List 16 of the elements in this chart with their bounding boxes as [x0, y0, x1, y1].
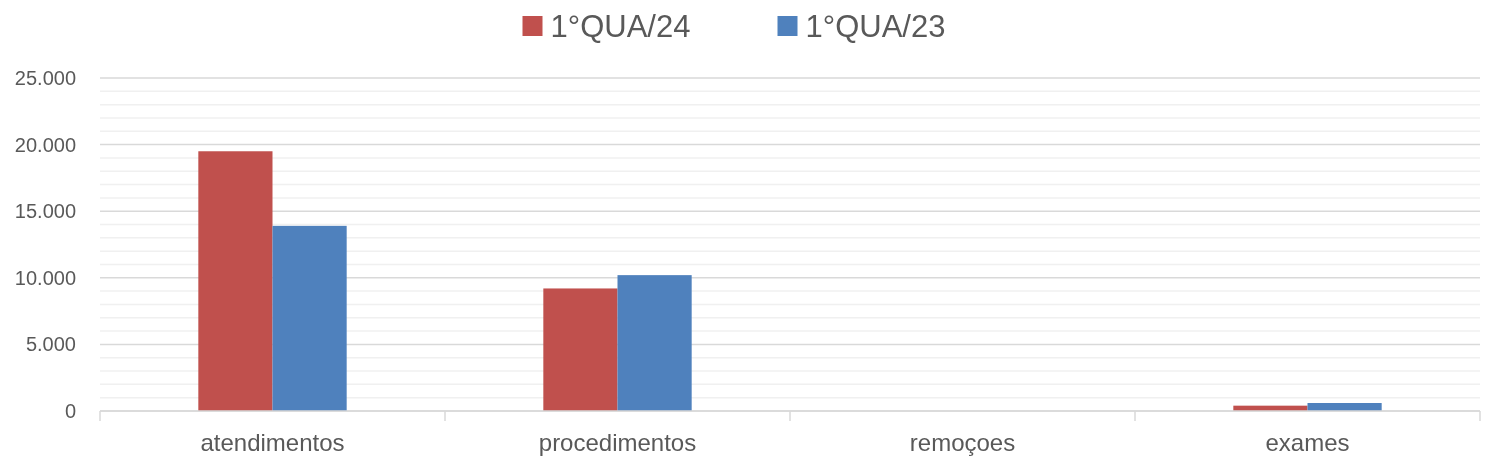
y-tick-label: 5.000 [25, 333, 76, 356]
y-tick-label: 20.000 [14, 133, 76, 156]
y-tick-label: 15.000 [14, 200, 76, 223]
legend-label: 1°QUA/24 [550, 8, 691, 44]
y-tick-label: 10.000 [14, 266, 76, 289]
legend-label: 1°QUA/23 [805, 8, 946, 44]
x-tick-label: remoçoes [909, 429, 1016, 456]
x-tick-label: atendimentos [200, 429, 345, 456]
bar [543, 288, 618, 411]
y-tick-label: 0 [64, 400, 76, 422]
x-tick-label: exames [1265, 429, 1350, 456]
bar [198, 151, 273, 411]
x-tick-label: procedimentos [538, 429, 697, 456]
bar [617, 275, 692, 411]
y-tick-label: 25.000 [14, 67, 76, 89]
bar [272, 225, 347, 411]
